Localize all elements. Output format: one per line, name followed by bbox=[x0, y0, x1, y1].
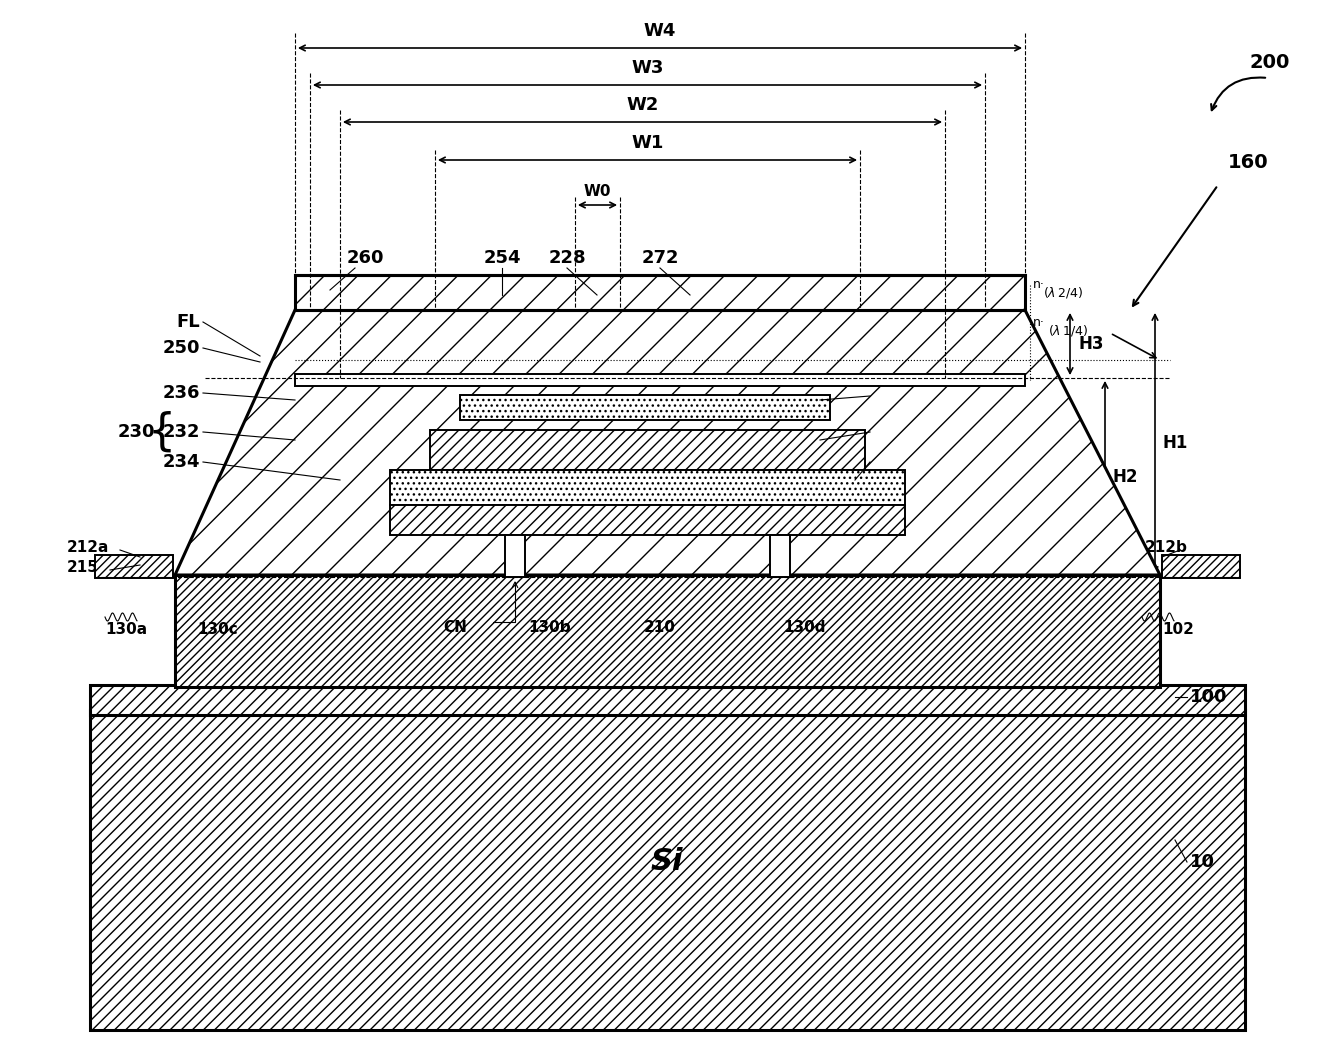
Text: 212a: 212a bbox=[67, 541, 109, 555]
Text: 102: 102 bbox=[1161, 622, 1193, 637]
Bar bbox=[89, 685, 1246, 715]
Bar bbox=[175, 575, 1160, 687]
Text: 230: 230 bbox=[117, 423, 155, 441]
Text: 228: 228 bbox=[549, 249, 586, 267]
Text: 252: 252 bbox=[873, 423, 910, 441]
Text: 236: 236 bbox=[163, 384, 200, 402]
Text: 130b: 130b bbox=[529, 619, 570, 634]
Text: 272: 272 bbox=[641, 249, 678, 267]
Text: n·: n· bbox=[1033, 315, 1045, 328]
Text: 100: 100 bbox=[1189, 688, 1227, 706]
Polygon shape bbox=[175, 310, 1160, 575]
Bar bbox=[295, 374, 1025, 386]
Bar bbox=[505, 535, 525, 577]
Text: 234: 234 bbox=[163, 453, 200, 472]
Text: FL: FL bbox=[176, 313, 200, 331]
Text: 270: 270 bbox=[873, 453, 910, 472]
Bar bbox=[1161, 555, 1240, 578]
Text: 232: 232 bbox=[163, 423, 200, 441]
Text: H2: H2 bbox=[1113, 468, 1139, 486]
Text: 260: 260 bbox=[346, 249, 383, 267]
Text: Si: Si bbox=[650, 847, 684, 876]
Text: CN: CN bbox=[443, 619, 467, 634]
Text: H3: H3 bbox=[1077, 335, 1104, 353]
Text: 130c: 130c bbox=[198, 622, 239, 637]
Bar bbox=[89, 710, 1246, 1030]
Text: H1: H1 bbox=[1163, 434, 1188, 452]
Text: n·: n· bbox=[1033, 278, 1045, 291]
Text: W3: W3 bbox=[631, 59, 663, 78]
Bar bbox=[390, 506, 905, 535]
Text: {: { bbox=[148, 411, 176, 453]
Bar bbox=[390, 470, 905, 506]
Text: W1: W1 bbox=[631, 134, 663, 152]
Text: W0: W0 bbox=[583, 184, 611, 199]
Bar bbox=[770, 535, 790, 577]
Bar bbox=[461, 395, 830, 419]
Polygon shape bbox=[295, 275, 1025, 310]
Text: 226: 226 bbox=[873, 387, 910, 405]
Text: W4: W4 bbox=[643, 22, 677, 40]
Text: ($\lambda\,$1/4): ($\lambda\,$1/4) bbox=[1048, 323, 1088, 338]
Text: 130d: 130d bbox=[784, 619, 826, 634]
Text: 200: 200 bbox=[1250, 52, 1290, 71]
Text: 215: 215 bbox=[67, 561, 99, 576]
Text: 254: 254 bbox=[483, 249, 521, 267]
Text: 212b: 212b bbox=[1145, 541, 1188, 555]
Text: 210: 210 bbox=[643, 619, 676, 634]
Bar bbox=[95, 555, 174, 578]
Text: 250: 250 bbox=[163, 339, 200, 357]
Text: 130a: 130a bbox=[105, 622, 147, 637]
Bar bbox=[430, 430, 865, 470]
Text: 160: 160 bbox=[1228, 153, 1268, 171]
Text: 10: 10 bbox=[1189, 853, 1215, 871]
Text: ($\lambda\,$2/4): ($\lambda\,$2/4) bbox=[1043, 286, 1083, 301]
Text: W2: W2 bbox=[626, 96, 658, 114]
